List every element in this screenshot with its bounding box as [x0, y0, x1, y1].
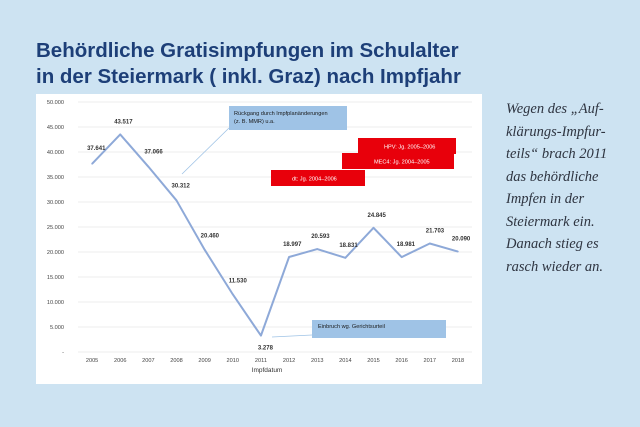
caption-line: teils“ brach 2011: [506, 146, 608, 162]
y-tick-label: -: [62, 350, 64, 356]
data-label: 37.066: [144, 150, 163, 156]
caption-line: rasch wieder an.: [506, 258, 604, 275]
red-annotation-box: [342, 153, 454, 169]
chart-card: - 5.000 10.000 15.000 20.000 25.000 30.000 35.0…: [36, 94, 482, 384]
x-tick-label: 2013: [311, 358, 323, 364]
data-label: 20.090: [452, 237, 471, 243]
annotation-text: MEC4: Jg. 2004–2005: [374, 160, 430, 166]
data-point: [119, 133, 122, 136]
data-point: [288, 256, 290, 258]
y-tick-label: 30.000: [47, 200, 64, 206]
annotation-leader: [181, 127, 230, 175]
data-point: [147, 165, 150, 168]
page-title: Behördliche Gratisimpfungen im Schulalte…: [36, 38, 596, 90]
side-caption: Wegen des „Auf- klärungs-Impfur- teils“ …: [506, 98, 626, 278]
y-tick-label: 10.000: [47, 300, 64, 306]
annotation-text: Rückgang durch Impfplanänderungen: [234, 111, 328, 117]
annotation-text: HPV: Jg. 2005–2006: [384, 145, 435, 151]
x-tick-label: 2016: [395, 358, 407, 364]
data-point: [175, 199, 178, 202]
caption-line: Impfen in der: [506, 191, 585, 207]
data-label: 3.278: [258, 346, 274, 352]
line-chart: - 5.000 10.000 15.000 20.000 25.000 30.000 35.0…: [47, 100, 472, 374]
x-tick-label: 2014: [339, 358, 351, 364]
data-label: 18.831: [339, 243, 358, 249]
caption-line: das behördliche: [506, 168, 599, 185]
data-label: 20.593: [311, 234, 330, 240]
data-label: 24.845: [368, 213, 387, 219]
x-tick-label: 2010: [227, 358, 239, 364]
data-point: [203, 248, 206, 251]
data-point: [316, 248, 319, 250]
x-tick-label: 2017: [424, 358, 436, 364]
caption-line: Wegen des „Auf-: [506, 101, 604, 117]
data-label: 18.981: [397, 242, 416, 248]
title-line-1: Behördliche Gratisimpfungen im Schulalte…: [36, 39, 459, 62]
y-tick-label: 25.000: [47, 225, 64, 231]
red-annotation-box: [271, 170, 365, 186]
caption-line: Danach stieg es: [506, 236, 599, 252]
data-point: [400, 256, 403, 258]
annotation-text: (z. B. MMR) u.a.: [234, 119, 275, 125]
annotation-text: dt: Jg. 2004–2006: [292, 177, 337, 183]
x-axis-title: Impfdatum: [252, 367, 283, 374]
title-line-2: in der Steiermark ( inkl. Graz) nach Imp…: [36, 65, 461, 88]
data-label: 21.703: [426, 228, 445, 234]
annotation-box: [312, 320, 446, 338]
data-point: [457, 250, 459, 253]
series-line: [91, 133, 459, 337]
data-point: [231, 293, 234, 296]
data-label: 37.641: [87, 146, 106, 152]
x-tick-label: 2007: [142, 358, 154, 364]
data-point: [428, 242, 431, 245]
y-tick-label: 45.000: [47, 125, 64, 131]
y-tick-label: 15.000: [47, 275, 64, 281]
x-tick-label: 2009: [198, 358, 210, 364]
data-point: [260, 334, 262, 337]
caption-line: Steiermark ein.: [506, 213, 595, 230]
x-tick-label: 2008: [170, 358, 182, 364]
data-label: 43.517: [114, 119, 133, 125]
x-tick-label: 2015: [367, 358, 379, 364]
data-label: 20.460: [201, 234, 220, 240]
annotation-leader: [271, 334, 313, 338]
y-tick-label: 35.000: [47, 175, 64, 181]
annotation-box: [229, 106, 347, 130]
y-tick-label: 50.000: [47, 100, 64, 106]
data-point: [372, 226, 375, 229]
caption-line: klärungs-Impfur-: [506, 123, 606, 140]
data-point: [344, 257, 347, 259]
data-label: 30.312: [172, 183, 191, 189]
y-tick-label: 5.000: [50, 325, 64, 331]
x-tick-label: 2012: [283, 358, 295, 364]
data-label: 18.997: [283, 242, 302, 248]
x-tick-label: 2005: [86, 358, 98, 364]
data-point: [91, 162, 93, 165]
y-tick-label: 20.000: [47, 250, 64, 256]
x-tick-label: 2006: [114, 358, 126, 364]
x-tick-label: 2018: [452, 358, 464, 364]
data-label: 11.530: [229, 278, 248, 284]
x-tick-label: 2011: [255, 358, 267, 364]
red-annotation-box: [358, 138, 456, 154]
y-tick-label: 40.000: [47, 150, 64, 156]
annotation-text: Einbruch wg. Gerichtsurteil: [318, 324, 385, 330]
